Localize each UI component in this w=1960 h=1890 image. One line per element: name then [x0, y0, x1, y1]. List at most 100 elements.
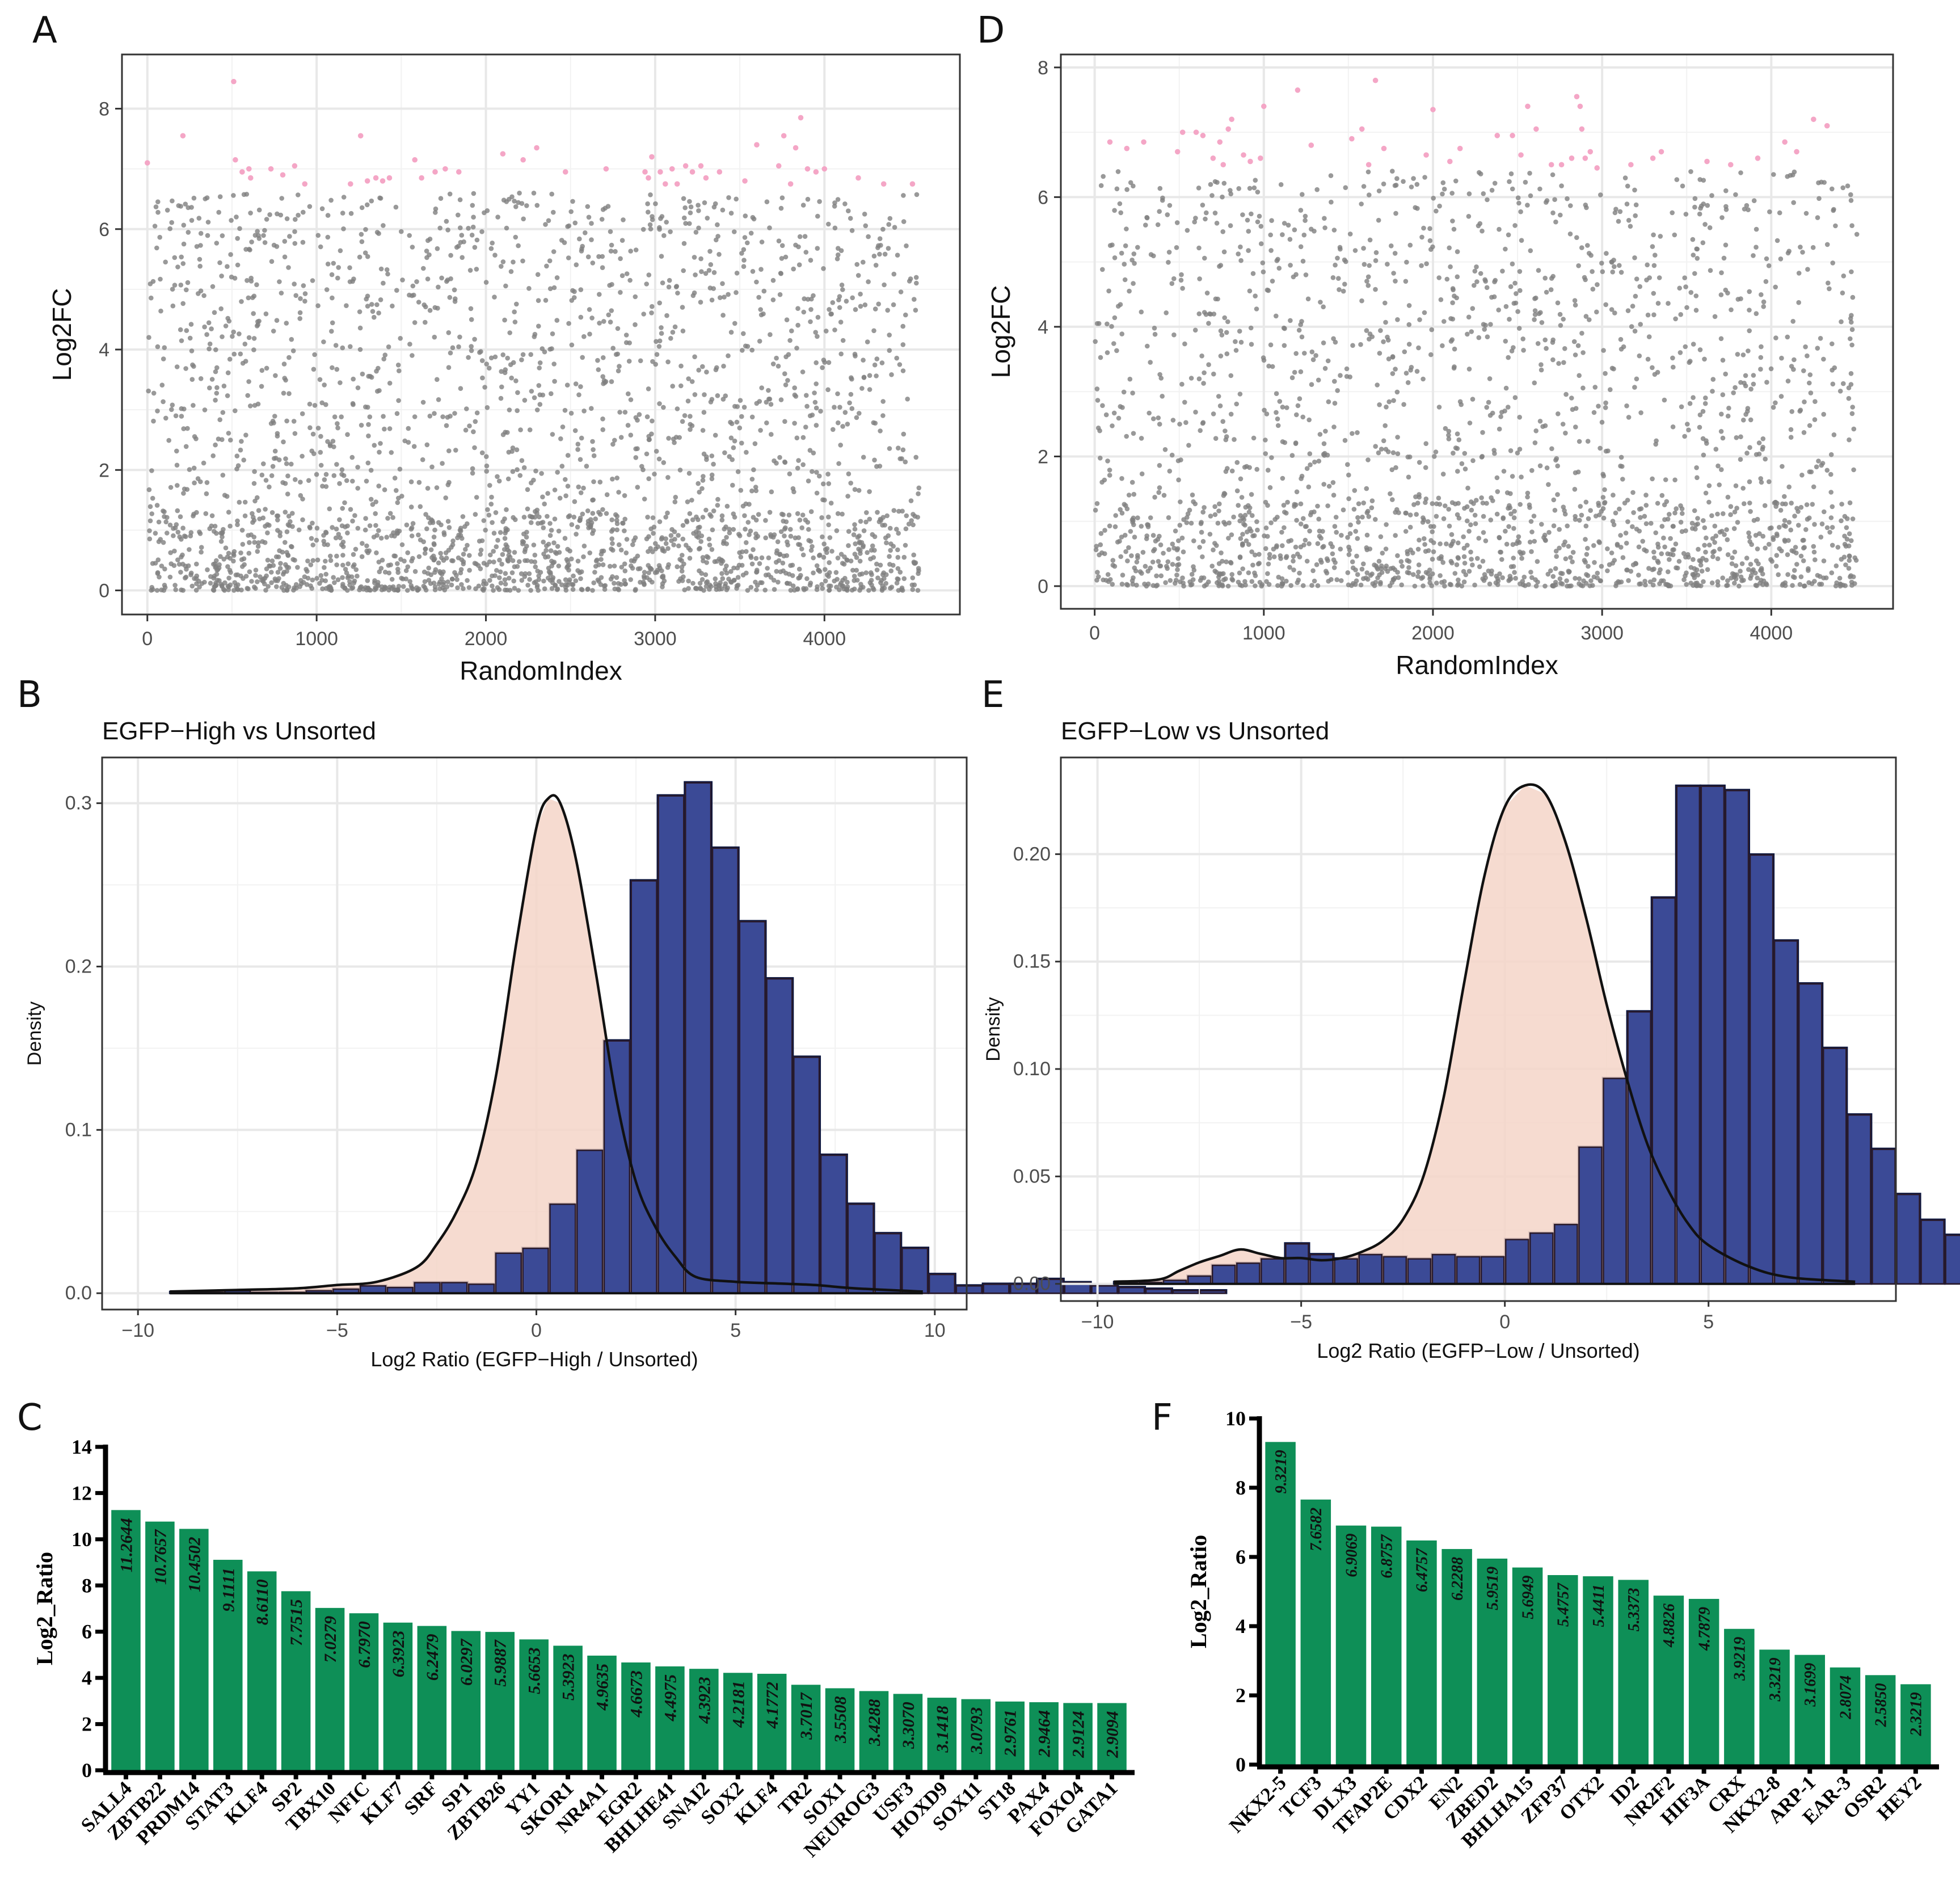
- data-point: [737, 425, 743, 431]
- data-point: [1695, 521, 1700, 527]
- data-point: [163, 519, 169, 525]
- data-point: [891, 563, 896, 568]
- data-point: [686, 376, 691, 381]
- data-point: [269, 558, 275, 563]
- data-point: [559, 464, 565, 469]
- data-point: [670, 384, 675, 389]
- data-point: [1126, 493, 1132, 498]
- data-point: [1715, 556, 1721, 561]
- data-point: [1353, 529, 1358, 534]
- data-point: [813, 405, 819, 411]
- data-point: [1373, 517, 1378, 522]
- data-point: [569, 298, 575, 303]
- data-point: [516, 588, 521, 593]
- data-point: [1537, 419, 1543, 424]
- data-point: [1455, 274, 1460, 280]
- data-point: [800, 462, 806, 468]
- data-point: [365, 202, 370, 208]
- data-point: [1206, 321, 1211, 326]
- data-point: [763, 535, 768, 541]
- data-point: [1585, 243, 1590, 248]
- data-point: [483, 280, 489, 285]
- data-point: [1456, 500, 1461, 506]
- data-point: [764, 399, 769, 405]
- data-point: [1822, 509, 1827, 515]
- data-point: [796, 542, 801, 547]
- data-point: [795, 306, 800, 311]
- data-point: [1495, 489, 1500, 494]
- data-point: [520, 352, 526, 357]
- data-point-highlighted: [682, 163, 689, 169]
- data-point: [240, 360, 246, 366]
- data-point: [1638, 410, 1643, 415]
- data-point: [228, 437, 233, 443]
- data-point: [286, 565, 292, 570]
- data-point-highlighted: [663, 181, 668, 187]
- data-point: [1448, 264, 1453, 270]
- data-point: [1754, 245, 1759, 250]
- data-point: [852, 522, 857, 527]
- data-point: [762, 587, 768, 593]
- data-point: [305, 558, 310, 563]
- data-point: [537, 402, 543, 407]
- data-point: [1196, 245, 1202, 251]
- data-point: [1309, 382, 1314, 387]
- data-point: [1298, 369, 1304, 374]
- data-point: [644, 575, 650, 580]
- data-point: [1762, 503, 1768, 508]
- data-point: [669, 527, 675, 532]
- data-point: [1797, 409, 1802, 414]
- data-point: [1447, 523, 1452, 529]
- data-point: [1559, 581, 1565, 587]
- data-point: [660, 280, 665, 285]
- data-point: [1180, 575, 1185, 580]
- data-point: [788, 533, 794, 539]
- data-point: [1234, 460, 1240, 465]
- data-point: [494, 544, 499, 549]
- data-point: [1830, 186, 1835, 192]
- data-point: [895, 252, 900, 258]
- data-point: [815, 213, 820, 219]
- data-point: [286, 584, 292, 590]
- data-point: [1440, 180, 1446, 186]
- data-point: [216, 436, 221, 441]
- data-point: [458, 528, 463, 534]
- data-point: [549, 528, 554, 533]
- data-point: [377, 195, 382, 201]
- data-point: [880, 226, 886, 232]
- data-point: [432, 584, 438, 590]
- data-point: [472, 561, 478, 566]
- data-point: [1553, 549, 1559, 554]
- data-point: [685, 499, 690, 504]
- data-point: [1242, 512, 1248, 518]
- data-point: [1254, 519, 1259, 524]
- data-point: [474, 410, 480, 415]
- data-point: [394, 288, 399, 293]
- data-point: [335, 425, 340, 431]
- data-point: [335, 577, 341, 582]
- data-point: [180, 588, 186, 593]
- data-point: [382, 352, 388, 357]
- data-point: [1598, 192, 1603, 197]
- data-point: [1760, 436, 1766, 441]
- data-point: [411, 292, 416, 298]
- data-point: [1789, 500, 1794, 506]
- data-point: [1386, 356, 1392, 361]
- data-point: [803, 250, 809, 255]
- data-point: [633, 294, 638, 300]
- data-point: [832, 405, 837, 410]
- data-point: [699, 571, 704, 576]
- data-point: [330, 525, 335, 530]
- data-point: [719, 571, 724, 576]
- data-point: [1843, 583, 1848, 588]
- data-point: [563, 587, 569, 593]
- data-point: [263, 478, 269, 483]
- data-point: [861, 259, 866, 265]
- data-point: [151, 418, 156, 424]
- data-point: [711, 204, 717, 210]
- data-point: [1794, 550, 1799, 555]
- x-tick-label: 2000: [1411, 622, 1455, 644]
- data-point: [730, 482, 735, 488]
- data-point: [701, 474, 706, 479]
- data-point: [179, 254, 184, 260]
